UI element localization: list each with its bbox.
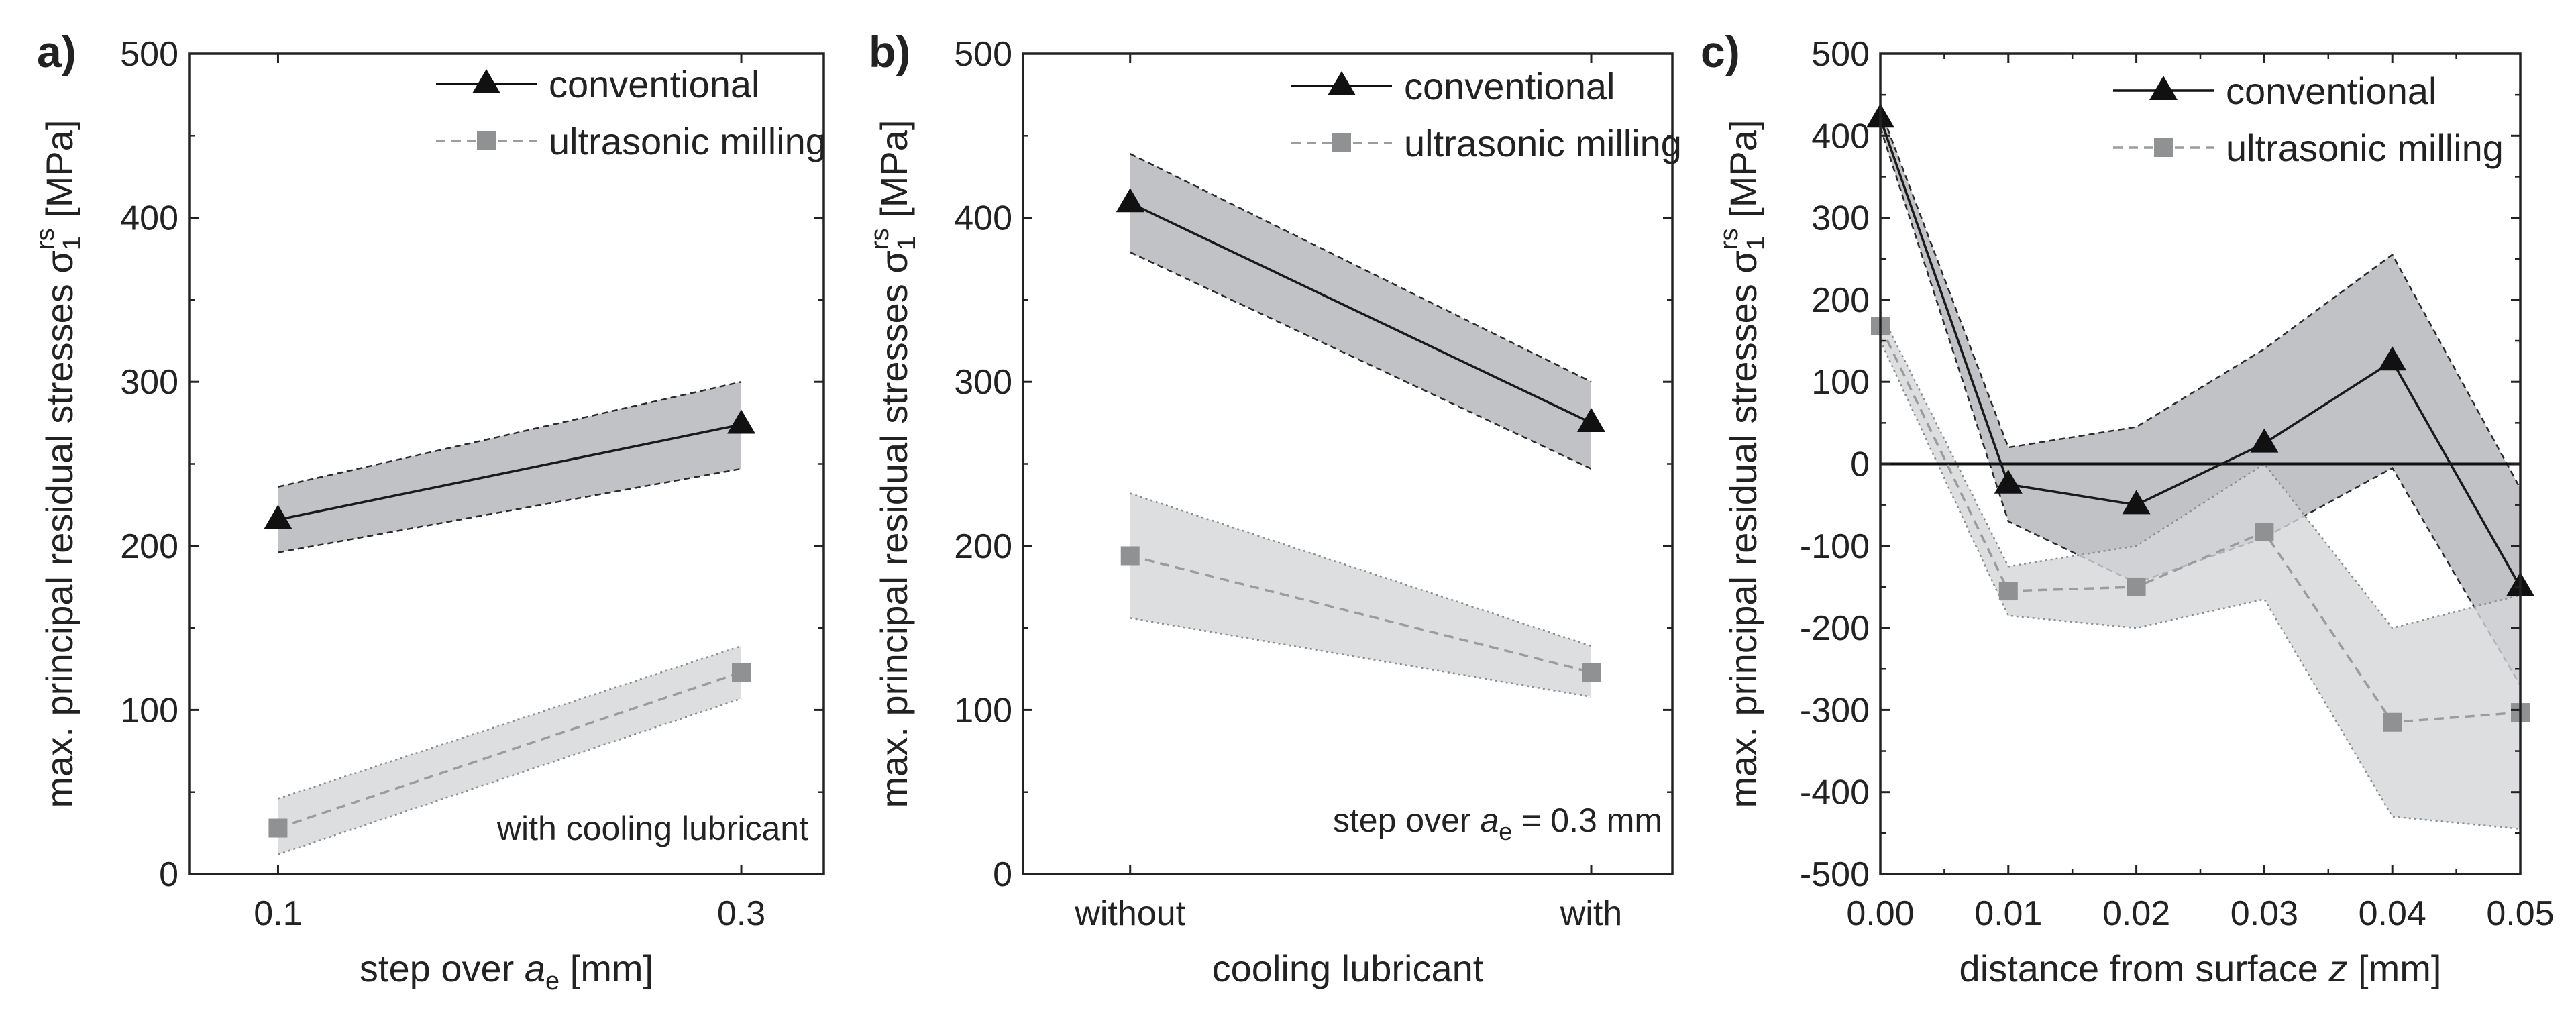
marker-conventional-p2-4 (2378, 346, 2407, 371)
marker-ultrasonic-p0-1 (732, 663, 751, 682)
series-line-ultrasonic-p1 (1130, 554, 1592, 674)
ytick-label: 400 (1811, 117, 1870, 156)
xtick-label: with (1560, 894, 1622, 933)
legend-label-1: ultrasonic milling (549, 120, 826, 162)
xtick-label: 0.1 (254, 894, 302, 933)
band-lower-edge-conventional-p1 (1130, 251, 1592, 470)
ytick-label: -500 (1800, 855, 1870, 894)
xtick-label: 0.00 (1846, 894, 1914, 933)
panel-letter: a) (37, 27, 76, 76)
band-upper-edge-ultrasonic-p2 (1879, 311, 2521, 629)
legend-marker-triangle (1328, 71, 1356, 95)
panel-1: 0 100 200 300 400 500 without with cooling lubri… (866, 27, 1682, 989)
xtick-label: 0.02 (2102, 894, 2170, 933)
annotation: step over ae = 0.3 mm (1333, 802, 1662, 845)
xtick-label: 0.3 (717, 894, 765, 933)
series-line-conventional-p0 (278, 423, 742, 521)
ytick-label: 100 (1811, 363, 1870, 402)
band-upper-edge-conventional-p2 (1879, 109, 2522, 489)
xtick-label: without (1074, 894, 1185, 933)
band-lower-edge-ultrasonic-p2 (1879, 340, 2521, 830)
ytick-label: 100 (954, 691, 1012, 730)
ytick-label: 400 (954, 199, 1012, 238)
band-ultrasonic-p2 (1880, 312, 2520, 829)
band-ultrasonic-p1 (1130, 493, 1591, 697)
band-upper-edge-ultrasonic-p1 (1130, 492, 1592, 647)
band-ultrasonic-p0 (278, 646, 742, 855)
ytick-label: 500 (1811, 35, 1870, 74)
xtick-label: 0.03 (2231, 894, 2298, 933)
legend-marker-triangle (2149, 76, 2178, 100)
ytick-label: 300 (1811, 199, 1870, 238)
ytick-label: 300 (120, 363, 178, 402)
series-line-conventional-p2 (1879, 118, 2522, 588)
marker-conventional-p0-1 (727, 409, 756, 434)
legend-label-0: conventional (1404, 65, 1615, 107)
annotation: with cooling lubricant (496, 810, 808, 847)
legend-marker-triangle (472, 69, 500, 93)
legend-marker-square (1332, 133, 1351, 152)
ytick-label: -200 (1800, 609, 1870, 648)
marker-ultrasonic-p1-1 (1582, 663, 1601, 682)
ytick-label: 0 (993, 855, 1012, 894)
legend-label-1: ultrasonic milling (1404, 122, 1682, 164)
ytick-label: 100 (120, 691, 178, 730)
band-lower-edge-conventional-p0 (278, 468, 742, 553)
ytick-label: -400 (1800, 773, 1870, 812)
ytick-label: 400 (120, 199, 178, 238)
marker-conventional-p2-3 (2250, 428, 2279, 453)
marker-conventional-p0-0 (264, 504, 292, 529)
band-lower-edge-ultrasonic-p0 (278, 698, 742, 855)
band-conventional-p0 (278, 382, 742, 553)
legend-marker-square (477, 131, 496, 150)
x-axis-label: step over ae [mm] (360, 947, 653, 995)
xtick-label: 0.01 (1974, 894, 2042, 933)
marker-ultrasonic-p2-2 (2127, 577, 2146, 596)
ytick-label: 200 (1811, 281, 1870, 320)
legend-label-1: ultrasonic milling (2226, 127, 2504, 169)
band-upper-edge-conventional-p0 (278, 380, 742, 488)
x-axis-label: distance from surface z [mm] (1960, 947, 2442, 989)
plot-frame (1022, 52, 1674, 875)
legend-label-0: conventional (2226, 70, 2436, 112)
ytick-label: 200 (120, 527, 178, 566)
band-upper-edge-conventional-p1 (1130, 153, 1592, 383)
ytick-label: 500 (120, 35, 178, 74)
legend-marker-square (2154, 138, 2173, 157)
y-axis-label: max. principal residual stresses σ1rs [M… (32, 120, 87, 808)
series-line-ultrasonic-p0 (277, 671, 742, 830)
y-axis-label: max. principal residual stresses σ1rs [M… (1715, 120, 1770, 808)
marker-ultrasonic-p2-3 (2255, 523, 2274, 542)
y-axis-label: max. principal residual stresses σ1rs [M… (866, 120, 921, 808)
ytick-label: 200 (954, 527, 1012, 566)
panel-letter: b) (869, 27, 910, 76)
ytick-label: 0 (1850, 445, 1870, 484)
marker-conventional-p1-1 (1577, 408, 1605, 433)
panel-0: 0 100 200 300 400 500 0.1 0.3 step over ae [mm] m… (32, 27, 826, 995)
marker-conventional-p1-0 (1116, 188, 1144, 213)
marker-ultrasonic-p2-1 (1998, 582, 2018, 601)
marker-ultrasonic-p0-0 (268, 818, 288, 838)
marker-conventional-p2-2 (2122, 490, 2151, 515)
xtick-label: 0.05 (2486, 894, 2554, 933)
ytick-label: 0 (159, 855, 178, 894)
band-conventional-p2 (1880, 109, 2520, 686)
panel-2: -500 -400 -300 -200 -100 0 100 200 300 400 500 0.00… (1701, 27, 2555, 989)
marker-conventional-p2-1 (1994, 469, 2023, 494)
marker-ultrasonic-p2-4 (2383, 712, 2402, 732)
x-axis-label: cooling lubricant (1212, 947, 1484, 989)
panel-letter: c) (1701, 27, 1740, 76)
series-line-conventional-p1 (1129, 202, 1592, 424)
band-conventional-p1 (1130, 154, 1591, 469)
ytick-label: -300 (1800, 691, 1870, 730)
legend-label-0: conventional (549, 63, 759, 105)
ytick-label: -100 (1800, 527, 1870, 566)
ytick-label: 500 (954, 35, 1012, 74)
marker-ultrasonic-p1-0 (1120, 546, 1140, 566)
band-upper-edge-ultrasonic-p0 (278, 645, 742, 800)
ytick-label: 300 (954, 363, 1012, 402)
xtick-label: 0.04 (2359, 894, 2426, 933)
